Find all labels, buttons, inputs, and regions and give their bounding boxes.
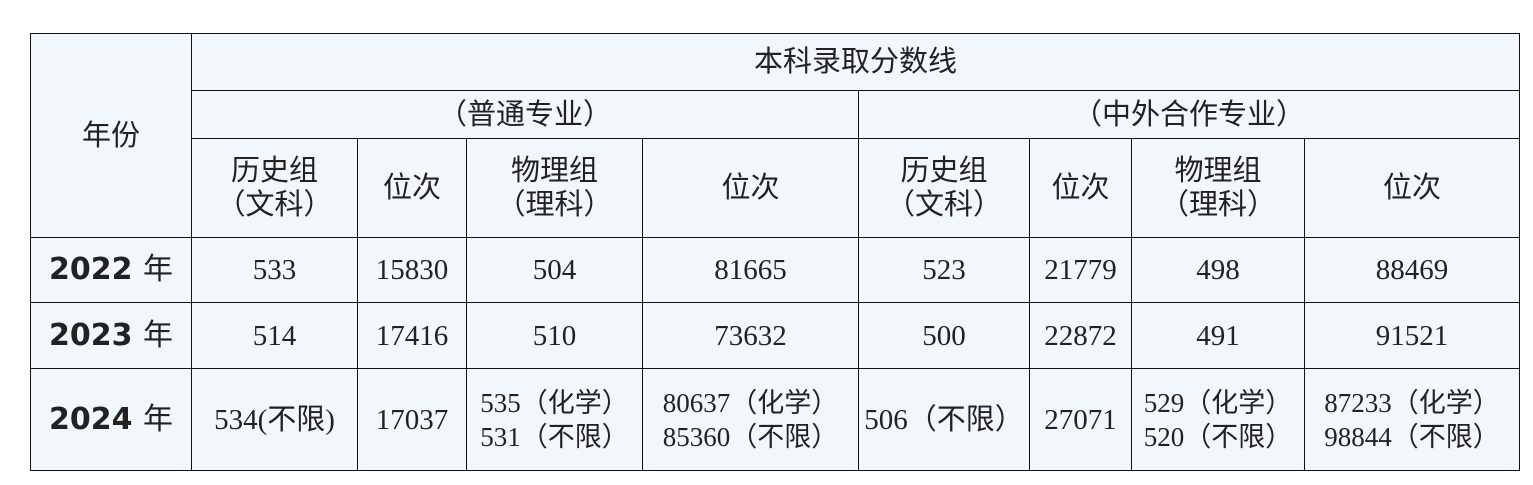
table-cell: 529（化学） 520（不限） [1131,368,1305,471]
table-cell: 506（不限） [858,368,1030,471]
table-cell: 533 [191,237,358,303]
column-header: 位次 [1303,138,1521,238]
table-cell: 514 [191,302,358,369]
cell-line: 22872 [1044,319,1117,352]
column-header-line: 位次 [382,172,441,204]
column-header-line: （文科） [885,189,1002,221]
cell-line: 73632 [714,319,787,352]
year-header: 年份 [30,33,192,238]
group-header-sino-foreign: （中外合作专业） [857,90,1521,139]
column-header: 位次 [1029,138,1132,238]
column-header-line: （文科） [216,189,333,221]
cell-line: 506（不限） [864,403,1024,436]
cell-line: 514 [252,319,297,352]
cell-line: 87233（化学） [1324,387,1500,418]
table-cell: 17037 [357,368,467,471]
year-cell: 2023 年 [30,302,192,369]
cell-line: 535（化学） [480,387,629,418]
table-cell: 504 [466,237,643,303]
table-cell: 21779 [1029,237,1132,303]
cell-line: 520（不限） [1143,421,1293,452]
cell-line: 85360（不限） [662,421,839,452]
cell-line: 17037 [375,403,449,436]
table-cell: 15830 [357,237,467,303]
column-header-line: （理科） [496,189,613,221]
cell-line: 500 [922,319,966,352]
cell-line: 529（化学） [1143,387,1293,418]
column-header-line: 物理组 [510,155,598,187]
table-cell: 87233（化学） 98844（不限） [1303,368,1521,471]
year-unit: 年 [142,252,173,287]
table-row: 2024 年 534(不限) 17037 535（化学） 531（不限） 80637（化学… [30,368,1521,471]
year-value: 2023 [49,317,133,353]
table-cell: 22872 [1029,302,1132,369]
column-header: 历史组 （文科） [858,138,1030,238]
column-header-line: 历史组 [230,155,318,187]
table-cell: 88469 [1303,237,1521,303]
table-cell: 500 [858,302,1030,369]
cell-line: 531（不限） [480,421,629,452]
cell-line: 491 [1196,319,1240,352]
cell-line: 88469 [1375,254,1449,286]
cell-line: 534(不限) [214,403,335,436]
cell-line: 17416 [375,319,449,352]
table-cell: 534(不限) [191,368,358,471]
column-header: 物理组 （理科） [466,138,643,238]
table-cell: 91521 [1303,302,1521,369]
table-row: 2022 年 533 15830 504 81665 523 21779 498 88469 [30,237,1521,303]
table-cell: 73632 [642,302,859,369]
cell-line: 533 [252,254,297,286]
table-cell: 498 [1131,237,1305,303]
year-value: 2022 [49,252,133,287]
table-cell: 535（化学） 531（不限） [466,368,643,471]
cell-line: 510 [532,319,577,352]
column-header-line: 历史组 [900,155,988,187]
cell-line: 80637（化学） [662,387,839,418]
column-header-line: 位次 [721,172,780,204]
table-title: 本科录取分数线 [190,33,1521,91]
year-unit: 年 [142,317,173,353]
table-row: 2023 年 514 17416 510 73632 500 22872 491 91521 [30,302,1521,369]
cell-line: 523 [922,254,966,286]
column-header-line: 物理组 [1174,155,1262,187]
column-header: 位次 [357,138,467,238]
cell-line: 504 [532,254,577,286]
cell-line: 27071 [1044,403,1117,436]
table-cell: 17416 [357,302,467,369]
table-cell: 27071 [1029,368,1132,471]
cell-line: 15830 [375,254,449,286]
table-cell: 523 [858,237,1030,303]
admission-score-table: 年份 本科录取分数线 （普通专业） （中外合作专业） 历史组 （文科） 位次 物理组（… [30,33,1521,471]
group-header-regular: （普通专业） [191,90,859,139]
cell-line: 98844（不限） [1324,421,1500,452]
year-value: 2024 [49,401,133,437]
column-header: 位次 [642,138,859,238]
table-cell: 80637（化学） 85360（不限） [642,368,859,471]
table-cell: 81665 [642,237,859,303]
year-cell: 2022 年 [30,237,192,303]
table-cell: 510 [466,302,643,369]
year-cell: 2024 年 [30,368,192,471]
column-header: 历史组 （文科） [191,138,358,238]
column-header-line: （理科） [1159,189,1276,221]
cell-line: 498 [1196,254,1240,286]
cell-line: 91521 [1375,319,1449,352]
year-unit: 年 [142,401,173,437]
column-header: 物理组 （理科） [1131,138,1305,238]
column-header-line: 位次 [1051,172,1110,204]
cell-line: 21779 [1044,254,1117,286]
cell-line: 81665 [714,254,787,286]
table-cell: 491 [1131,302,1305,369]
column-header-line: 位次 [1383,172,1442,204]
